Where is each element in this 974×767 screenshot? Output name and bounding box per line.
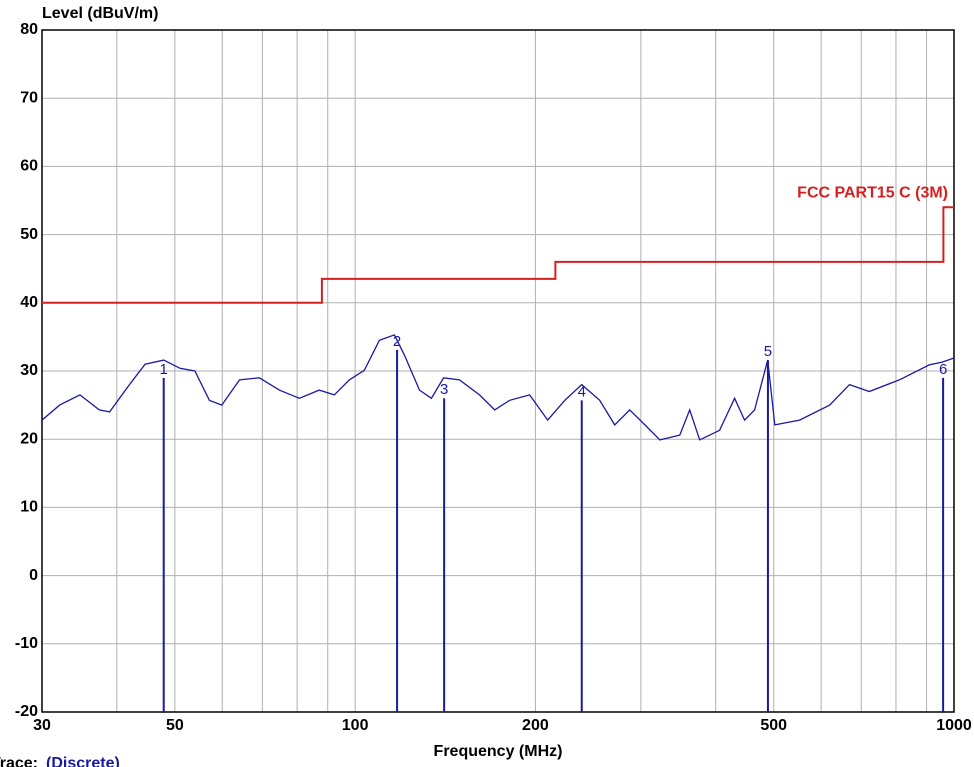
x-tick-label: 100	[342, 717, 369, 734]
plot-frame	[41, 29, 955, 713]
y-axis-label: Level (dBuV/m)	[42, 5, 158, 22]
marker-label: 1	[160, 361, 168, 378]
marker-label: 6	[939, 361, 947, 378]
x-tick-label: 1000	[936, 717, 972, 734]
limit-line	[42, 206, 954, 304]
marker-label: 4	[578, 383, 586, 400]
trace-line	[41, 334, 955, 441]
y-tick-label: 70	[20, 89, 38, 106]
y-tick-label: 20	[20, 430, 38, 447]
x-tick-label: 200	[522, 717, 549, 734]
y-tick-label: 60	[20, 158, 38, 175]
x-tick-label: 50	[166, 717, 184, 734]
legend-label: FCC PART15 C (3M)	[797, 185, 948, 202]
y-tick-label: 80	[20, 21, 38, 38]
y-tick-label: 30	[20, 362, 38, 379]
x-tick-label: 500	[760, 717, 787, 734]
trace-label: Trace:	[0, 755, 38, 767]
y-tick-label: -10	[15, 635, 38, 652]
y-tick-label: 40	[20, 294, 38, 311]
x-tick-label: 30	[33, 717, 51, 734]
marker-label: 3	[440, 381, 448, 398]
y-tick-label: 10	[20, 499, 38, 516]
y-tick-label: 50	[20, 226, 38, 243]
x-axis-label: Frequency (MHz)	[434, 743, 563, 760]
y-tick-label: -20	[15, 703, 38, 720]
trace-name: (Discrete)	[46, 755, 120, 767]
y-tick-label: 0	[29, 567, 38, 584]
marker-label: 5	[764, 343, 772, 360]
marker-label: 2	[393, 333, 401, 350]
